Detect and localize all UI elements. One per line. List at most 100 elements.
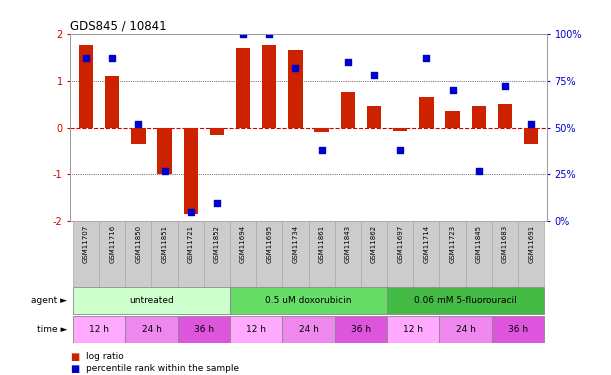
Bar <box>367 106 381 128</box>
Bar <box>439 221 466 287</box>
Text: ■: ■ <box>70 352 79 362</box>
Bar <box>204 221 230 287</box>
Text: GSM11691: GSM11691 <box>528 225 534 263</box>
Point <box>186 209 196 215</box>
Text: 12 h: 12 h <box>403 324 423 334</box>
Text: percentile rank within the sample: percentile rank within the sample <box>86 364 239 373</box>
Bar <box>445 111 459 128</box>
Bar <box>361 221 387 287</box>
Point <box>81 55 91 61</box>
Text: 0.06 mM 5-fluorouracil: 0.06 mM 5-fluorouracil <box>414 296 517 305</box>
Bar <box>387 221 413 287</box>
Bar <box>73 287 230 314</box>
Bar <box>158 128 172 174</box>
Text: GSM11850: GSM11850 <box>136 225 141 262</box>
Bar <box>524 128 538 144</box>
Bar <box>492 316 544 343</box>
Bar <box>73 221 99 287</box>
Text: GSM11716: GSM11716 <box>109 225 115 263</box>
Bar <box>309 221 335 287</box>
Text: 24 h: 24 h <box>456 324 475 334</box>
Point <box>265 31 274 37</box>
Point <box>369 72 379 78</box>
Text: GSM11714: GSM11714 <box>423 225 430 262</box>
Point <box>526 121 536 127</box>
Point <box>291 64 301 70</box>
Text: GSM11694: GSM11694 <box>240 225 246 262</box>
Bar <box>341 92 355 128</box>
Point <box>212 200 222 206</box>
Bar <box>518 221 544 287</box>
Bar <box>131 128 145 144</box>
Bar <box>282 221 309 287</box>
Bar <box>230 221 256 287</box>
Bar <box>73 316 125 343</box>
Text: 24 h: 24 h <box>299 324 318 334</box>
Text: GSM11843: GSM11843 <box>345 225 351 262</box>
Text: 0.5 uM doxorubicin: 0.5 uM doxorubicin <box>265 296 352 305</box>
Point <box>238 31 248 37</box>
Point <box>500 83 510 89</box>
Bar <box>492 221 518 287</box>
Bar <box>335 316 387 343</box>
Bar <box>236 48 251 128</box>
Point <box>108 55 117 61</box>
Point <box>133 121 143 127</box>
Bar <box>178 316 230 343</box>
Text: GSM11697: GSM11697 <box>397 225 403 263</box>
Bar <box>125 316 178 343</box>
Bar <box>183 128 198 214</box>
Bar <box>210 128 224 135</box>
Text: GSM11734: GSM11734 <box>293 225 298 262</box>
Point <box>474 168 484 174</box>
Text: GSM11707: GSM11707 <box>83 225 89 263</box>
Bar <box>472 106 486 128</box>
Bar <box>393 128 408 131</box>
Text: log ratio: log ratio <box>86 352 123 362</box>
Bar <box>262 45 276 128</box>
Bar <box>79 45 93 128</box>
Text: GSM11851: GSM11851 <box>161 225 167 262</box>
Text: agent ►: agent ► <box>31 296 67 305</box>
Text: GSM11852: GSM11852 <box>214 225 220 262</box>
Bar <box>152 221 178 287</box>
Bar <box>466 221 492 287</box>
Text: 36 h: 36 h <box>508 324 528 334</box>
Text: 36 h: 36 h <box>194 324 214 334</box>
Bar <box>178 221 204 287</box>
Bar <box>387 287 544 314</box>
Bar <box>256 221 282 287</box>
Bar <box>419 97 434 128</box>
Bar <box>230 287 387 314</box>
Bar <box>282 316 335 343</box>
Text: GSM11862: GSM11862 <box>371 225 377 262</box>
Point <box>316 147 326 153</box>
Bar <box>387 316 439 343</box>
Point <box>343 59 353 65</box>
Text: GSM11695: GSM11695 <box>266 225 273 262</box>
Text: untreated: untreated <box>129 296 174 305</box>
Bar <box>413 221 439 287</box>
Bar <box>335 221 361 287</box>
Text: ■: ■ <box>70 364 79 374</box>
Bar <box>125 221 152 287</box>
Bar <box>315 128 329 132</box>
Text: time ►: time ► <box>37 324 67 334</box>
Text: GSM11845: GSM11845 <box>476 225 481 262</box>
Text: GSM11861: GSM11861 <box>319 225 324 263</box>
Point <box>159 168 169 174</box>
Point <box>395 147 405 153</box>
Bar <box>99 221 125 287</box>
Text: 12 h: 12 h <box>246 324 266 334</box>
Text: 12 h: 12 h <box>89 324 109 334</box>
Text: 36 h: 36 h <box>351 324 371 334</box>
Bar <box>498 104 512 128</box>
Text: GSM11723: GSM11723 <box>450 225 456 262</box>
Point <box>422 55 431 61</box>
Bar <box>105 76 119 128</box>
Text: 24 h: 24 h <box>142 324 161 334</box>
Point <box>448 87 458 93</box>
Bar <box>230 316 282 343</box>
Bar <box>439 316 492 343</box>
Text: GDS845 / 10841: GDS845 / 10841 <box>70 20 167 33</box>
